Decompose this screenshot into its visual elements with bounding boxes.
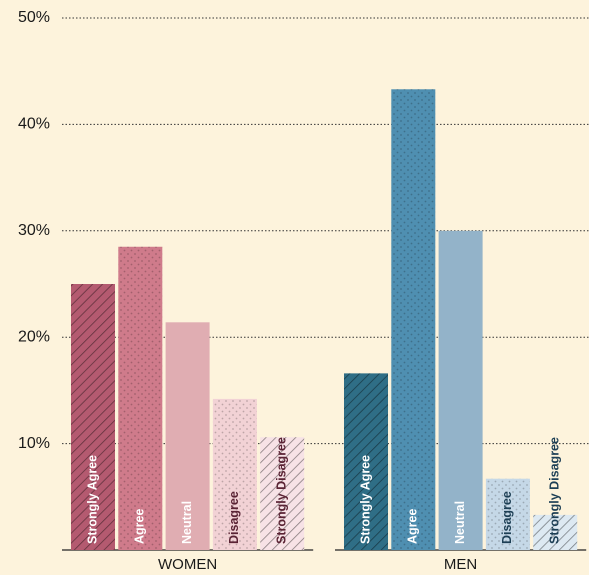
y-tick-label: 30% [18, 222, 50, 239]
y-tick-label: 50% [18, 9, 50, 26]
bar-label: Strongly Agree [85, 455, 99, 544]
bar-label: Agree [133, 509, 147, 544]
x-tick-label: MEN [444, 556, 477, 573]
y-tick-label: 10% [18, 435, 50, 452]
bar-texture [71, 284, 115, 550]
bar-texture [391, 89, 436, 551]
bar-texture [533, 514, 578, 550]
bar-label: Agree [406, 509, 420, 544]
bar-texture [118, 246, 163, 550]
bar-texture [344, 373, 388, 550]
bar-label: Strongly Agree [358, 455, 372, 544]
y-tick-label: 40% [18, 116, 50, 133]
y-tick-label: 20% [18, 328, 50, 345]
bar-label: Disagree [500, 491, 514, 544]
bar-texture [260, 437, 305, 550]
bar-label: Disagree [227, 491, 241, 544]
bar-label: Neutral [453, 501, 467, 544]
bar-label: Strongly Disagree [547, 437, 561, 544]
bar-texture [212, 398, 257, 550]
bar [165, 322, 210, 550]
bar-label: Strongly Disagree [274, 437, 288, 544]
bar [438, 230, 483, 551]
bar-texture [485, 478, 530, 550]
x-tick-label: WOMEN [158, 556, 217, 573]
bar-label: Neutral [180, 501, 194, 544]
